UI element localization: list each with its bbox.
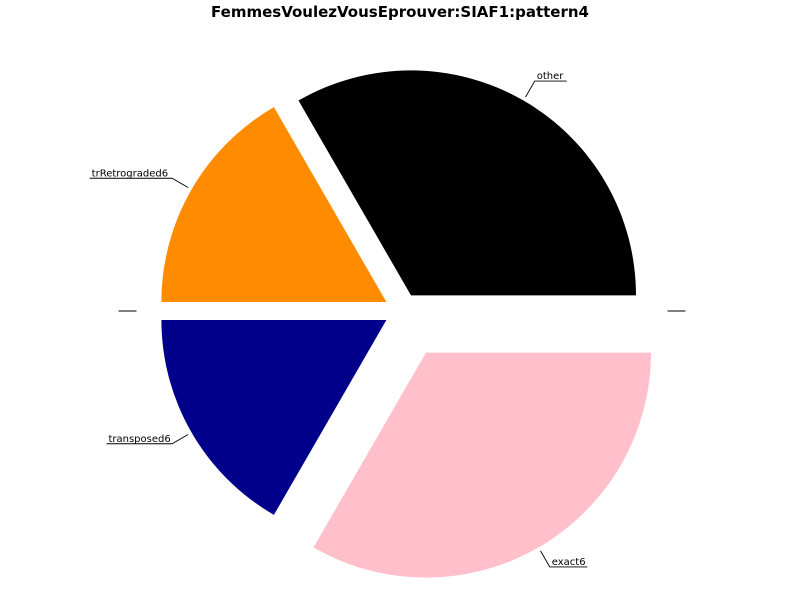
slice-label-other: other xyxy=(537,71,565,82)
pie-slice-exact6 xyxy=(313,352,651,578)
leader-line-trRetrograded6 xyxy=(89,177,189,188)
slice-label-exact6: exact6 xyxy=(552,557,586,568)
pie-slices xyxy=(161,70,651,578)
pie-slice-transposed6 xyxy=(161,320,387,515)
leader-line-exact6 xyxy=(540,550,588,568)
slice-label-transposed6: transposed6 xyxy=(108,434,170,445)
pie-labels: other trRetrograded6 transposed6 exact6 xyxy=(89,71,686,568)
leader-line-transposed6 xyxy=(106,434,189,445)
pie-slice-trRetrograded6 xyxy=(161,107,387,302)
chart-title: FemmesVoulezVousEprouver:SIAF1:pattern4 xyxy=(211,3,589,21)
pie-slice-other xyxy=(298,70,636,296)
leader-line-other xyxy=(525,80,567,98)
slice-label-trRetrograded6: trRetrograded6 xyxy=(92,168,168,179)
